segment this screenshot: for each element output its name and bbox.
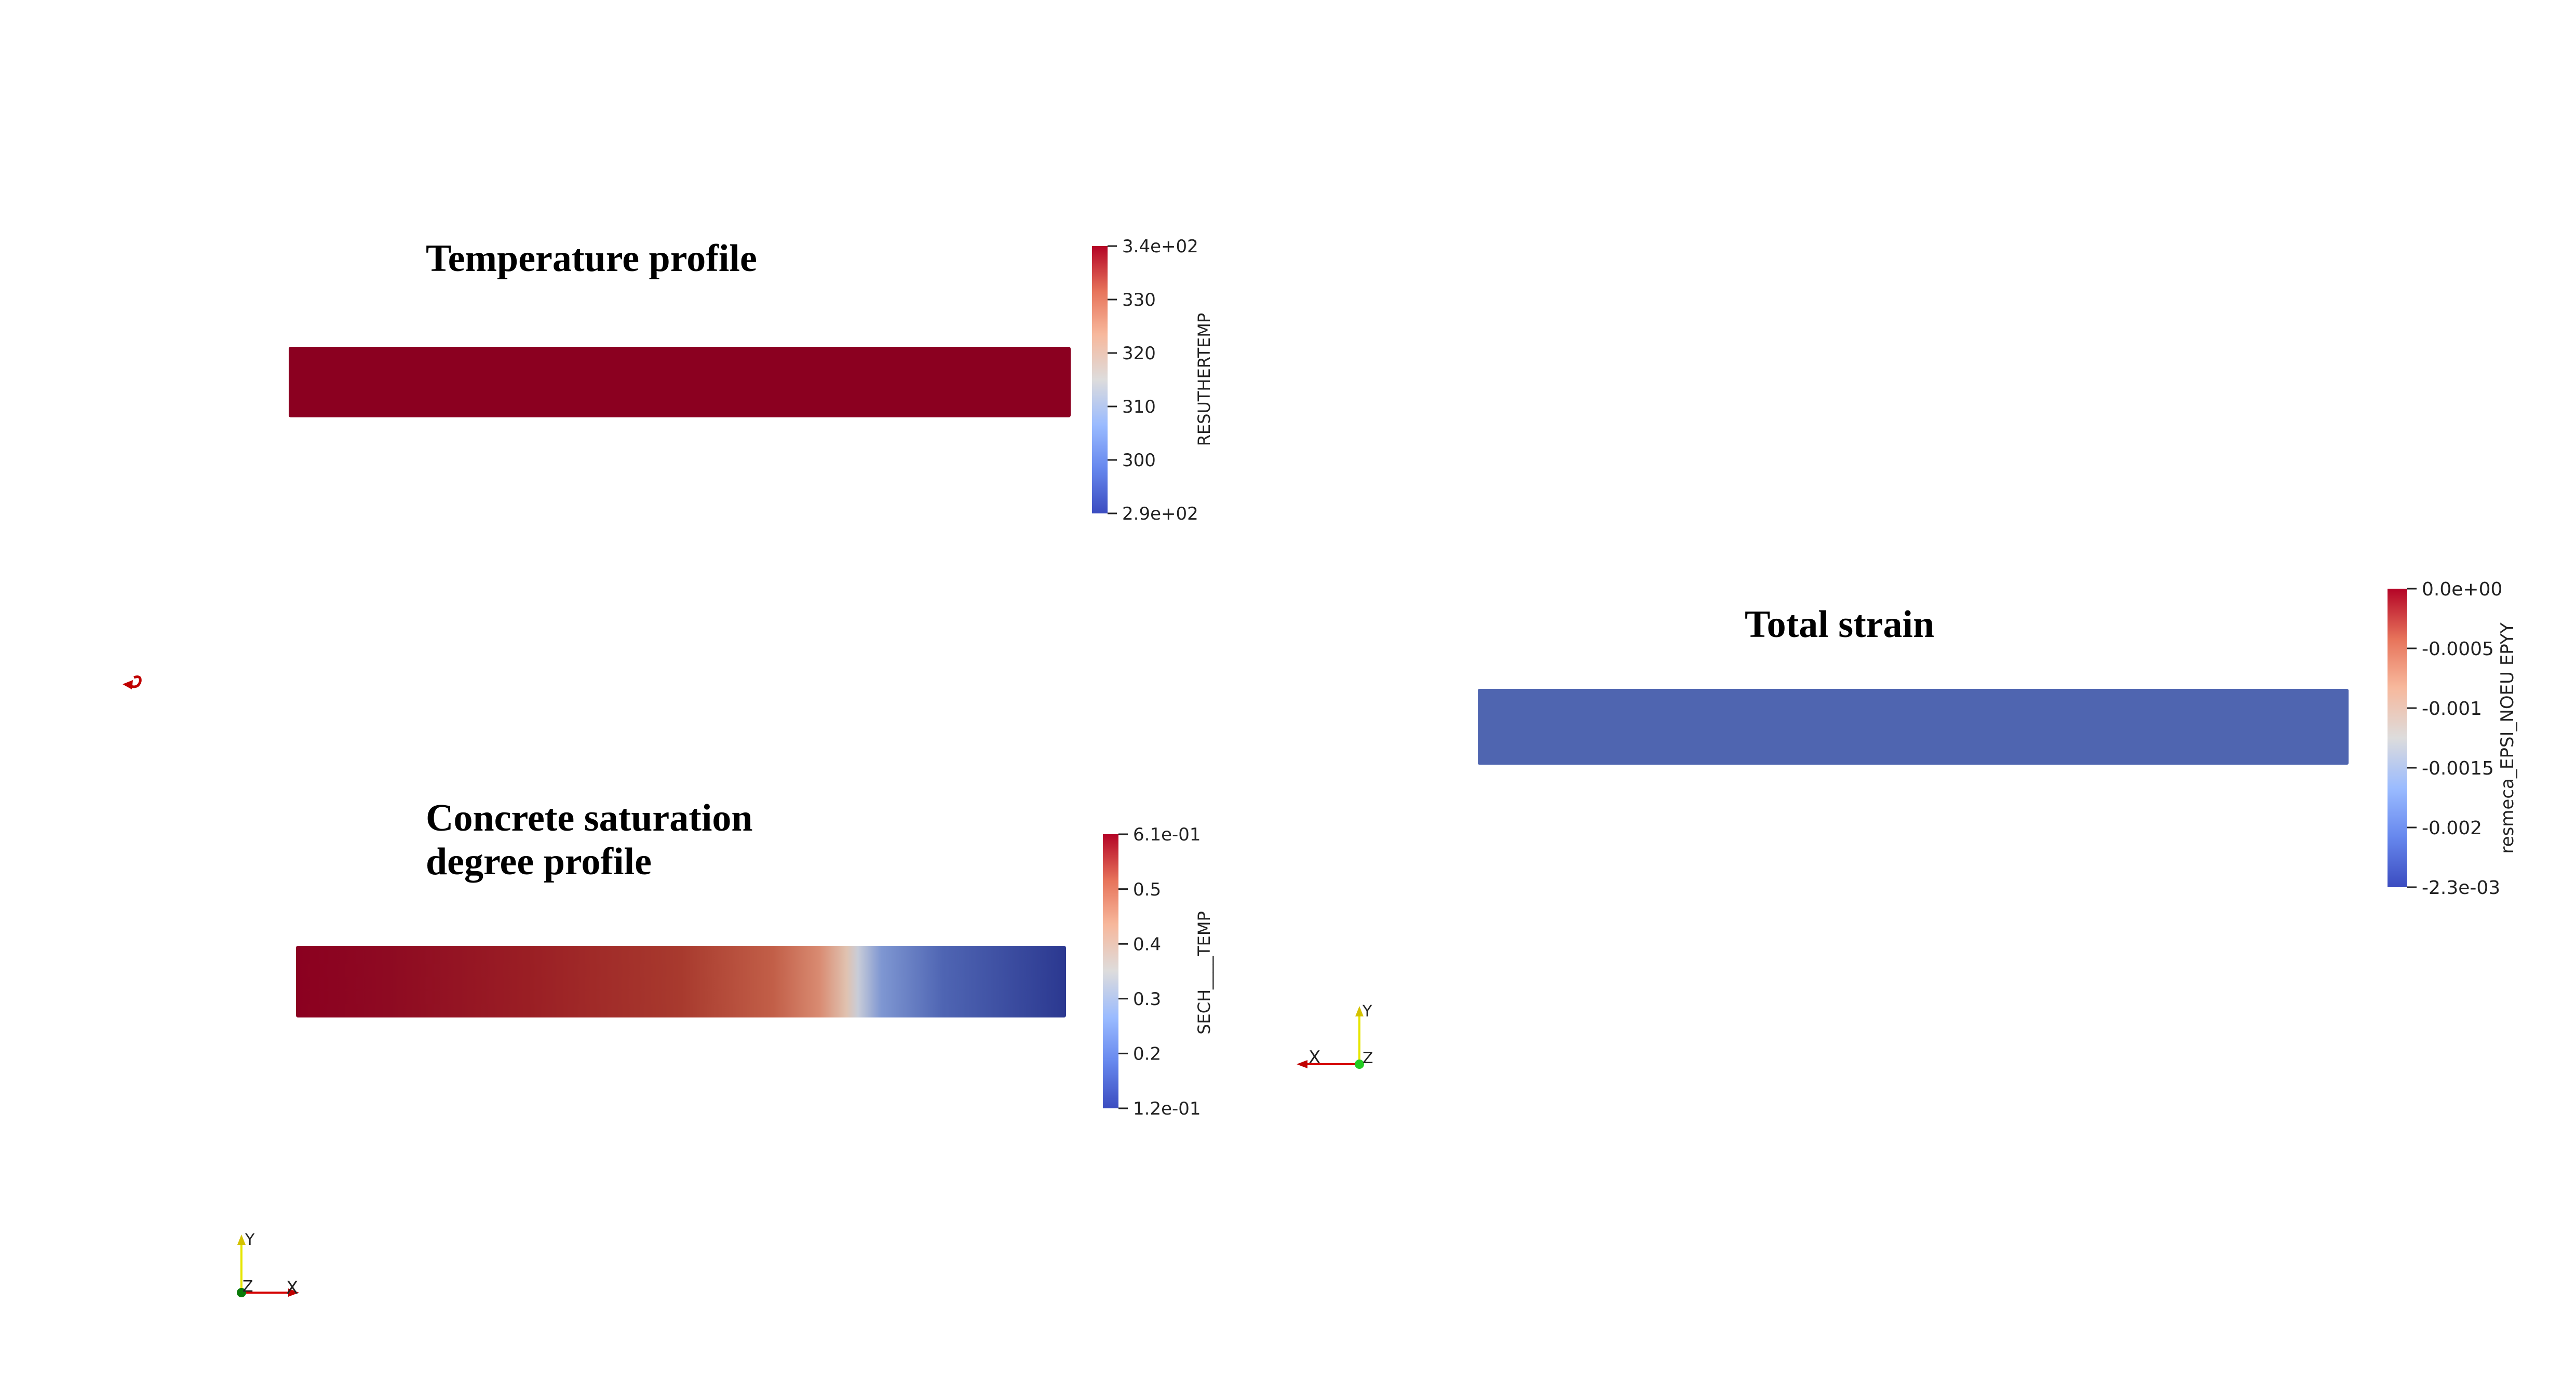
legend-tick-label: 2.9e+02 [1122, 504, 1198, 524]
saturation-panel: Concrete saturation degree profile 6.1e-… [296, 797, 1214, 1119]
temperature-panel: Temperature profile 3.4e+02 330 320 310 300 2… [289, 236, 1214, 524]
legend-tick-label: 320 [1122, 343, 1156, 364]
legend-tick-label: 0.3 [1133, 989, 1161, 1010]
axes-orientation-widget: Y X Z [237, 1231, 299, 1298]
y-axis-label: Y [1362, 1002, 1372, 1021]
z-axis-label: Z [1363, 1049, 1373, 1067]
legend-tick-label: -0.0015 [2422, 758, 2494, 779]
legend-tick-label: 0.5 [1133, 879, 1161, 900]
panel-title: Concrete saturation degree profile [426, 797, 762, 883]
panel-title: Temperature profile [426, 237, 757, 280]
saturation-color-legend: 6.1e-01 0.5 0.4 0.3 0.2 1.2e-01 SECH____TEMP [1103, 824, 1214, 1119]
orientation-marker-icon [123, 675, 142, 689]
legend-axis-label: SECH____TEMP [1194, 911, 1214, 1035]
saturation-profile-bar [296, 946, 1066, 1017]
panel-title: Total strain [1745, 603, 1934, 646]
total-strain-bar [1478, 689, 2349, 765]
color-scale-bar [1103, 834, 1118, 1108]
color-scale-bar [2388, 589, 2407, 887]
x-axis-label: X [286, 1278, 298, 1298]
legend-tick-label: -0.0005 [2422, 639, 2494, 660]
strain-color-legend: 0.0e+00 -0.0005 -0.001 -0.0015 -0.002 -2.3e-0… [2388, 579, 2518, 899]
legend-tick-label: -2.3e-03 [2422, 877, 2500, 899]
legend-axis-label: resmeca_EPSI_NOEU EPYY [2497, 622, 2518, 853]
legend-tick-label: 0.4 [1133, 934, 1161, 955]
legend-tick-label: 1.2e-01 [1133, 1098, 1201, 1119]
legend-tick-label: 300 [1122, 450, 1156, 471]
y-axis-label: Y [245, 1231, 255, 1249]
z-axis-label: Z [242, 1278, 253, 1296]
x-axis-label: X [1309, 1047, 1320, 1068]
temperature-color-legend: 3.4e+02 330 320 310 300 2.9e+02 RESUTHERTEMP [1092, 236, 1214, 524]
axes-orientation-widget: Y X Z [1297, 1002, 1373, 1069]
color-scale-bar [1092, 246, 1108, 513]
legend-tick-label: -0.002 [2422, 818, 2482, 839]
temperature-profile-bar [289, 347, 1071, 417]
legend-tick-label: 310 [1122, 397, 1156, 417]
legend-tick-label: 0.0e+00 [2422, 579, 2502, 600]
legend-axis-label: RESUTHERTEMP [1194, 313, 1214, 446]
legend-tick-label: 330 [1122, 290, 1156, 310]
legend-tick-label: 6.1e-01 [1133, 824, 1201, 845]
legend-tick-label: -0.001 [2422, 698, 2482, 720]
strain-panel: Total strain 0.0e+00 -0.0005 -0.001 -0.0015… [1478, 579, 2518, 899]
legend-tick-label: 3.4e+02 [1122, 236, 1198, 257]
legend-tick-label: 0.2 [1133, 1044, 1161, 1065]
